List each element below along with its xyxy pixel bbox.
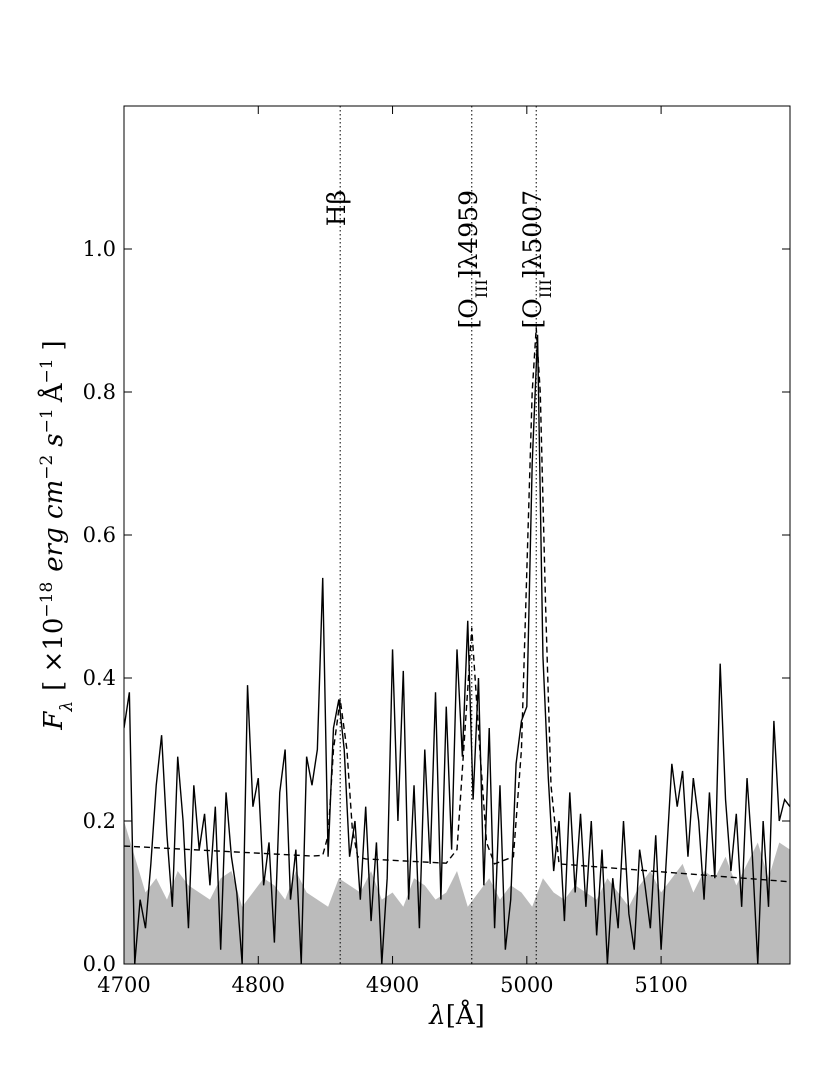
y-label-part: −2 [37, 455, 57, 480]
y-label-part: −1 [37, 358, 57, 383]
emission-line-label-part: [O [518, 298, 547, 328]
plot-area [124, 106, 790, 964]
y-axis-label: Fλ[ ×10−18erg cm−2s−1Å−1] [37, 340, 77, 730]
y-label-part: −18 [37, 582, 57, 618]
x-tick-label: 5000 [500, 973, 553, 997]
emission-line-label-part: III [471, 279, 490, 298]
y-label-part: λ [57, 701, 77, 713]
y-tick-label: 0.4 [83, 666, 116, 690]
emission-line-label-part: H [322, 204, 351, 226]
y-label-part: F [39, 711, 69, 731]
emission-line-label-part: β [322, 190, 351, 204]
y-tick-label: 0.2 [83, 809, 116, 833]
spectrum-line [124, 334, 790, 964]
y-tick-label: 0.8 [83, 380, 116, 404]
emission-line-label-part: III [536, 279, 555, 298]
model-line [124, 327, 790, 883]
x-label-unit: [Å] [446, 999, 485, 1031]
noise-area [124, 821, 790, 964]
emission-line-label: Hβ [322, 190, 351, 226]
x-tick-label: 4700 [97, 973, 150, 997]
overlay: 4700 4800 4900 5000 5100 0.0 0.2 0.4 0.6 1.0 0.8 Hβ… [83, 106, 790, 997]
y-label-part: Å [37, 382, 69, 403]
x-label-symbol: λ [428, 1001, 445, 1031]
x-tick-label: 5100 [634, 973, 687, 997]
x-axis-label: λ[Å] [428, 999, 485, 1031]
emission-line-label-part: [O [454, 298, 483, 328]
y-label-part: erg cm [39, 480, 69, 572]
y-tick-label: 0.6 [83, 523, 116, 547]
x-tick-label: 4900 [366, 973, 419, 997]
y-label-part: ] [39, 340, 69, 350]
emission-line-label: [OIII]λ4959 [454, 190, 491, 328]
emission-line-label-part: ]λ4959 [454, 190, 483, 279]
y-label-part: [ ×10 [39, 618, 69, 691]
x-tick-label: 4800 [232, 973, 285, 997]
emission-line-label-part: ]λ5007 [518, 190, 547, 279]
y-label-part: −1 [37, 408, 57, 433]
emission-line-label: [OIII]λ5007 [518, 190, 555, 328]
y-tick-label: 0.0 [83, 952, 116, 976]
y-tick-label: 1.0 [83, 237, 116, 261]
y-label-part: s [39, 433, 69, 446]
